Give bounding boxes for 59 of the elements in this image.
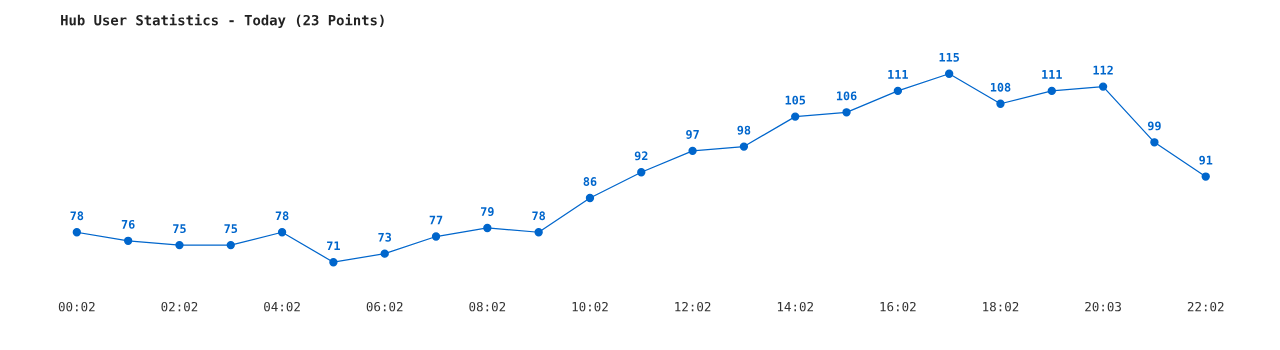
data-label: 75	[173, 224, 186, 234]
data-label: 86	[583, 177, 597, 186]
data-label: 99	[1147, 121, 1161, 131]
data-label: 112	[1093, 65, 1113, 75]
point	[483, 223, 492, 233]
data-label: 78	[532, 211, 546, 221]
point	[534, 228, 543, 237]
data-label: 92	[634, 151, 648, 161]
x-tick-label: 00:02	[58, 301, 95, 312]
x-tick-label: 16:02	[880, 301, 916, 312]
point	[226, 240, 235, 250]
point	[329, 258, 338, 267]
x-tick-label: 18:02	[983, 301, 1019, 312]
point	[277, 228, 287, 237]
point	[72, 228, 82, 237]
data-label: 106	[836, 91, 857, 101]
point	[944, 69, 954, 78]
point	[637, 168, 646, 177]
data-label: 105	[785, 95, 806, 105]
point	[893, 86, 903, 96]
x-tick-label: 08:02	[469, 301, 506, 312]
data-label: 75	[224, 224, 238, 234]
data-label: 111	[1042, 70, 1062, 79]
x-tick-label: 20:03	[1085, 301, 1121, 312]
point	[1098, 82, 1108, 91]
point	[431, 232, 441, 241]
data-label: 76	[121, 219, 135, 229]
point	[996, 99, 1005, 108]
x-tick-label: 12:02	[675, 301, 711, 312]
data-label: 97	[686, 130, 699, 139]
x-tick-label: 02:02	[161, 301, 198, 312]
point	[791, 112, 800, 121]
data-label: 71	[327, 241, 340, 251]
data-label: 79	[481, 207, 494, 217]
point	[123, 236, 133, 245]
x-tick-label: 10:02	[572, 301, 608, 312]
data-label: 98	[737, 125, 751, 135]
point	[1201, 172, 1210, 181]
data-label: 77	[429, 215, 443, 225]
x-tick-label: 22:02	[1187, 301, 1224, 312]
x-tick-label: 06:02	[366, 301, 403, 312]
data-label: 91	[1199, 155, 1213, 165]
point	[688, 146, 697, 156]
x-tick-label: 04:02	[264, 301, 300, 312]
chart-title: Hub User Statistics - Today (23 Points)	[61, 13, 384, 29]
data-label: 115	[939, 52, 960, 62]
x-tick-label: 14:02	[777, 301, 813, 312]
point	[175, 240, 184, 250]
point	[585, 193, 595, 203]
point	[739, 142, 749, 151]
data-label: 78	[275, 211, 289, 221]
point	[380, 249, 389, 258]
data-label: 78	[70, 211, 84, 221]
data-label: 73	[378, 232, 392, 242]
data-label: 111	[888, 70, 908, 79]
point	[1150, 138, 1159, 147]
data-label: 108	[990, 82, 1011, 92]
point	[842, 108, 851, 117]
point	[1047, 86, 1056, 96]
